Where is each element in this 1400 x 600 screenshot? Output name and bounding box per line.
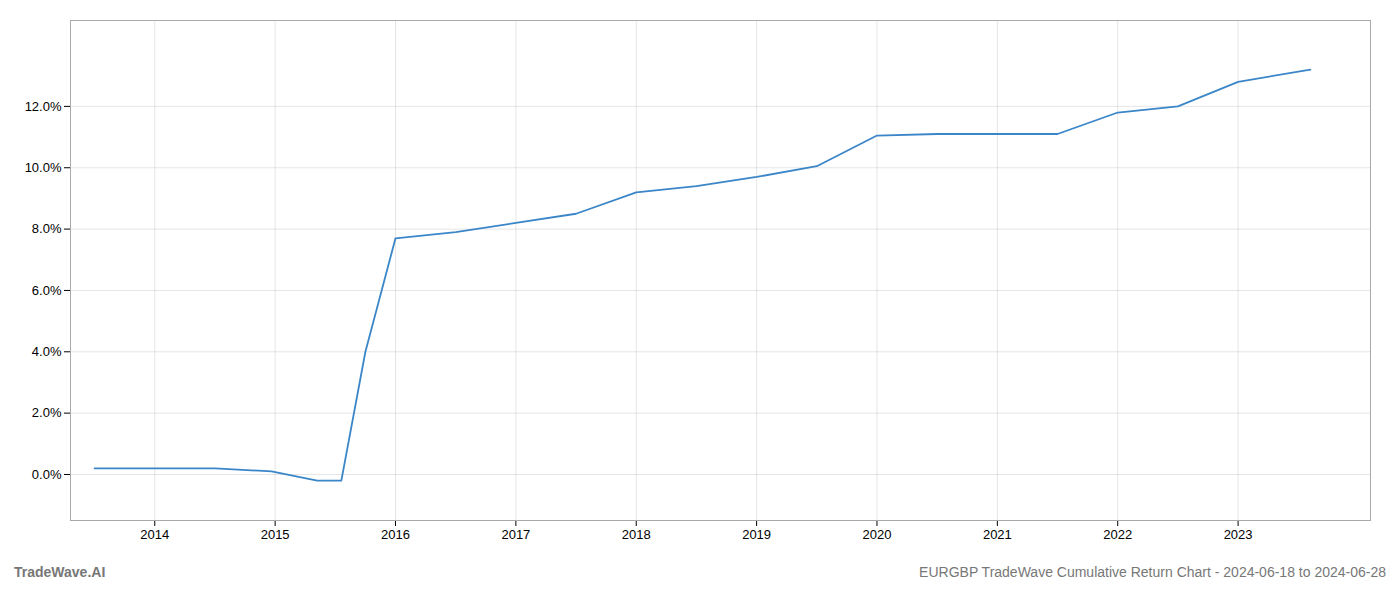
svg-text:2018: 2018	[622, 527, 651, 542]
svg-text:2020: 2020	[863, 527, 892, 542]
svg-text:12.0%: 12.0%	[25, 99, 62, 114]
svg-text:6.0%: 6.0%	[32, 283, 62, 298]
svg-text:2.0%: 2.0%	[32, 405, 62, 420]
html-text:TradeWave.AI: TradeWave.AI	[14, 564, 106, 580]
svg-text:2017: 2017	[501, 527, 530, 542]
svg-text:8.0%: 8.0%	[32, 221, 62, 236]
svg-text:10.0%: 10.0%	[25, 160, 62, 175]
html-text:EURGBP TradeWave Cumulative Re: EURGBP TradeWave Cumulative Return Chart…	[919, 564, 1386, 580]
svg-text:2022: 2022	[1103, 527, 1132, 542]
svg-text:4.0%: 4.0%	[32, 344, 62, 359]
svg-text:0.0%: 0.0%	[32, 467, 62, 482]
svg-text:2015: 2015	[261, 527, 290, 542]
svg-text:2016: 2016	[381, 527, 410, 542]
svg-text:2021: 2021	[983, 527, 1012, 542]
svg-text:2014: 2014	[140, 527, 169, 542]
svg-text:2019: 2019	[742, 527, 771, 542]
svg-text:2023: 2023	[1224, 527, 1253, 542]
